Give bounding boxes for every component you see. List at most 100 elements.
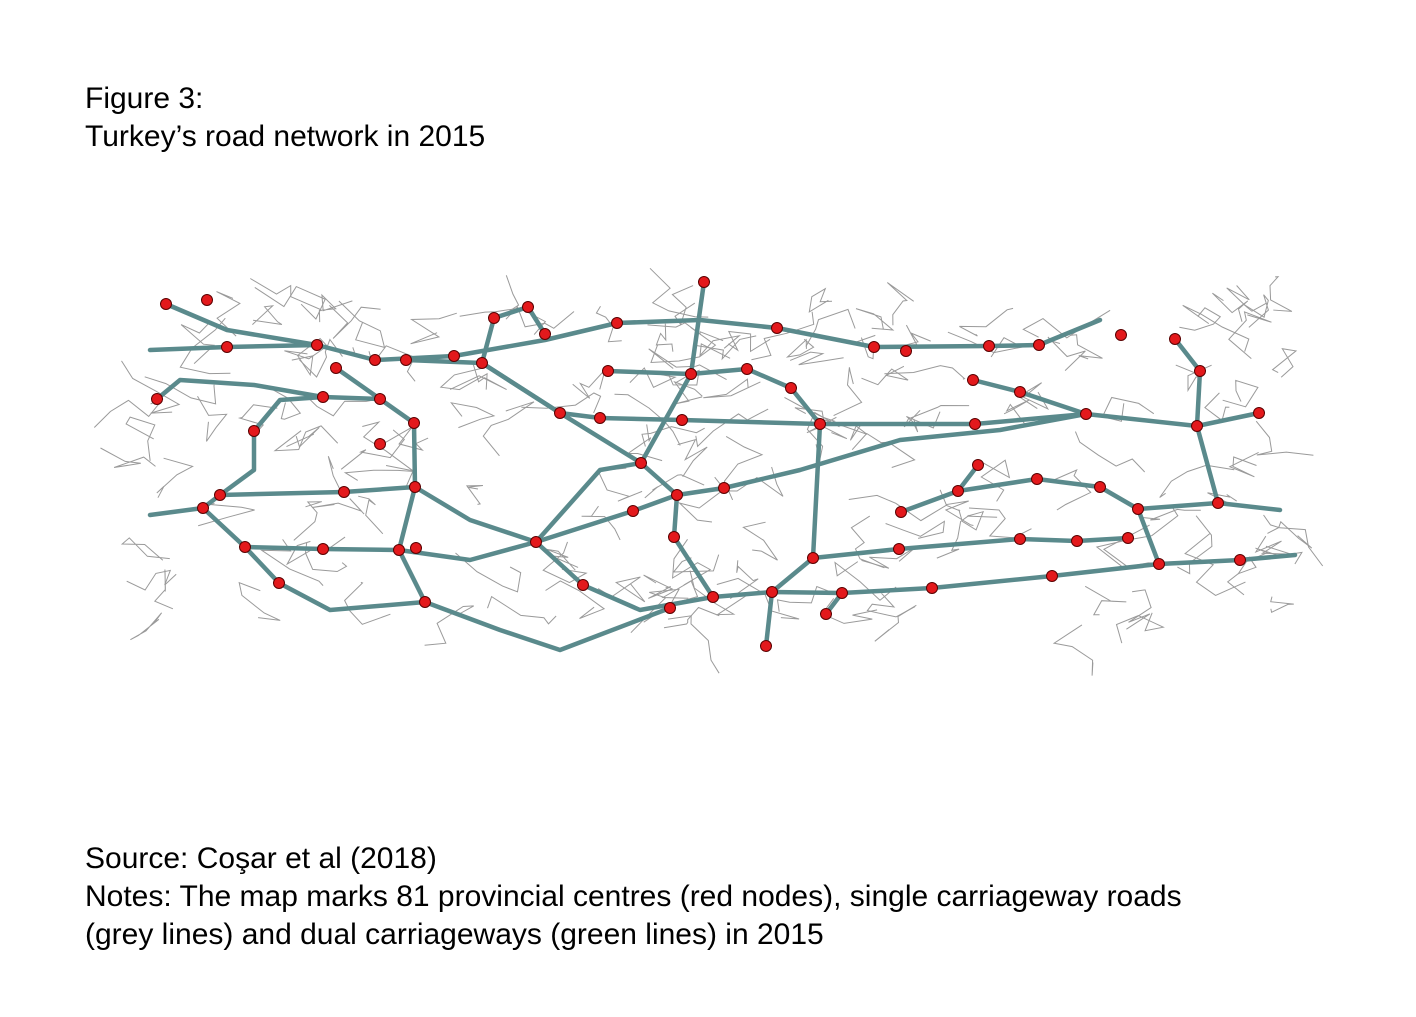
single-carriageway bbox=[643, 574, 674, 599]
single-carriageway bbox=[439, 367, 488, 391]
provincial-centre bbox=[1212, 497, 1224, 509]
provincial-centre bbox=[410, 542, 422, 554]
dual-carriageway bbox=[810, 421, 823, 561]
provincial-centre bbox=[1191, 420, 1203, 432]
single-carriageway bbox=[126, 569, 177, 591]
single-carriageway bbox=[121, 360, 181, 414]
provincial-centre bbox=[718, 482, 730, 494]
single-carriageway bbox=[884, 365, 966, 380]
dual-carriageway bbox=[276, 580, 673, 653]
provincial-centre bbox=[820, 608, 832, 620]
single-carriageway bbox=[450, 402, 496, 429]
single-carriageway bbox=[318, 293, 353, 323]
provincial-centre bbox=[771, 322, 783, 334]
figure-label: Figure 3: bbox=[85, 82, 203, 115]
provincial-centre bbox=[311, 339, 323, 351]
provincial-centre bbox=[952, 485, 964, 497]
single-carriageway bbox=[286, 427, 320, 448]
provincial-centre bbox=[476, 357, 488, 369]
single-carriageway bbox=[358, 495, 384, 535]
single-carriageway bbox=[716, 577, 800, 620]
single-carriageway bbox=[455, 552, 522, 593]
single-carriageway bbox=[677, 438, 708, 478]
provincial-centre bbox=[611, 317, 623, 329]
single-carriageway bbox=[409, 312, 457, 345]
provincial-centre bbox=[317, 391, 329, 403]
provincial-centre bbox=[330, 362, 342, 374]
single-carriageway bbox=[1263, 514, 1324, 567]
single-carriageway bbox=[861, 365, 909, 386]
provincial-centre bbox=[972, 459, 984, 471]
single-carriageway bbox=[284, 346, 356, 360]
provincial-centre bbox=[248, 425, 260, 437]
single-carriageway bbox=[465, 485, 483, 505]
provincial-centre bbox=[766, 586, 778, 598]
single-carriageway bbox=[904, 324, 931, 346]
single-carriageway bbox=[866, 592, 916, 618]
single-carriageway bbox=[1241, 547, 1303, 565]
provincial-centre bbox=[1253, 407, 1265, 419]
provincial-centre bbox=[317, 543, 329, 555]
notes-line: Notes: The map marks 81 provincial centr… bbox=[85, 880, 1182, 913]
provincial-centre bbox=[221, 341, 233, 353]
provincial-centre bbox=[197, 502, 209, 514]
provincial-centre bbox=[239, 541, 251, 553]
provincial-centre bbox=[554, 407, 566, 419]
provincial-centre bbox=[807, 552, 819, 564]
single-carriageway bbox=[298, 338, 343, 378]
single-carriageway bbox=[886, 282, 914, 326]
single-carriageway bbox=[1271, 348, 1298, 378]
provincial-centre bbox=[685, 368, 697, 380]
dual-carriageway bbox=[479, 360, 1089, 427]
dual-carriageway bbox=[479, 304, 548, 366]
single-carriageway bbox=[542, 541, 588, 584]
provincial-centre bbox=[201, 294, 213, 306]
single-carriageway bbox=[959, 307, 1014, 337]
provincial-centre bbox=[602, 365, 614, 377]
single-carriageway bbox=[273, 425, 339, 452]
provincial-centre bbox=[522, 301, 534, 313]
single-carriageway bbox=[521, 392, 602, 414]
single-carriageway bbox=[689, 570, 748, 616]
single-carriageway bbox=[597, 467, 643, 502]
provincial-centre bbox=[1115, 329, 1127, 341]
provincial-centre bbox=[419, 596, 431, 608]
single-carriageway bbox=[655, 323, 674, 352]
single-carriageway bbox=[699, 334, 741, 359]
single-carriageway bbox=[1184, 533, 1246, 596]
provincial-centre bbox=[1033, 339, 1045, 351]
dual-carriageway bbox=[163, 301, 1103, 363]
single-carriageway bbox=[385, 426, 429, 451]
single-carriageway bbox=[198, 502, 255, 527]
single-carriageway bbox=[834, 561, 897, 601]
single-carriageway bbox=[784, 397, 837, 434]
provincial-centre bbox=[530, 536, 542, 548]
provincial-centre bbox=[448, 350, 460, 362]
single-carriageway bbox=[1003, 399, 1030, 424]
single-carriageway bbox=[120, 537, 170, 561]
single-carriageway bbox=[848, 494, 961, 522]
single-carriageway bbox=[252, 305, 283, 325]
single-carriageway bbox=[1175, 364, 1212, 393]
single-carriageway bbox=[338, 300, 386, 349]
single-carriageway bbox=[424, 605, 474, 646]
source: Source: Coşar et al (2018) bbox=[85, 842, 437, 875]
provincial-centre bbox=[893, 543, 905, 555]
provincial-centre bbox=[814, 418, 826, 430]
single-carriageway bbox=[216, 291, 241, 337]
provincial-centre bbox=[409, 481, 421, 493]
provincial-centre bbox=[967, 374, 979, 386]
provincial-centre bbox=[577, 579, 589, 591]
provincial-centre bbox=[214, 489, 226, 501]
provincial-centre bbox=[707, 591, 719, 603]
single-carriageway bbox=[1255, 420, 1314, 456]
single-carriageway bbox=[340, 429, 405, 470]
single-carriageway bbox=[1182, 304, 1250, 352]
single-carriageway bbox=[1115, 612, 1165, 644]
provincial-centre bbox=[1031, 473, 1043, 485]
single-carriageway bbox=[1070, 334, 1103, 360]
single-carriageway bbox=[703, 378, 761, 399]
single-carriageway bbox=[1212, 292, 1249, 322]
single-carriageway bbox=[742, 521, 778, 561]
